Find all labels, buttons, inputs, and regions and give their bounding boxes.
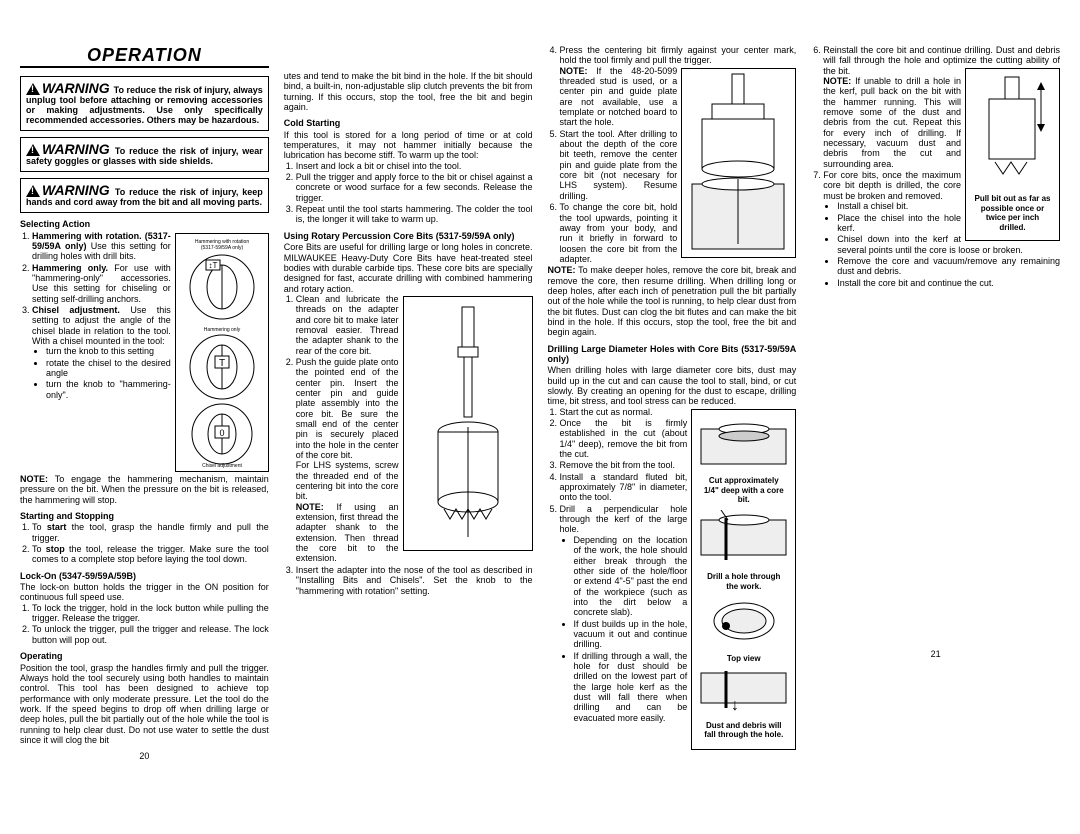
rot-intro: Core Bits are useful for drilling large … [284,242,533,294]
cold2: Pull the trigger and apply force to the … [296,172,533,203]
page-21: 21 [811,649,1060,659]
warning-2: WARNING To reduce the risk of injury, we… [20,137,269,172]
sa-note: NOTE: To engage the hammering mechanism,… [20,474,269,505]
svg-text:↕T: ↕T [208,261,217,270]
press-diagram [681,68,796,258]
col-2: utes and tend to make the bit bind in th… [284,45,533,762]
c4-7d: Remove the core and vacuum/remove any re… [837,256,1060,277]
c2-top: utes and tend to make the bit bind in th… [284,71,533,112]
rot3: Insert the adapter into the nose of the … [296,565,533,596]
svg-text:Chisel adjustment: Chisel adjustment [202,463,242,469]
h-selecting-action: Selecting Action [20,219,269,229]
lo0: The lock-on button holds the trigger in … [20,582,269,603]
warning-1: WARNING To reduce the risk of injury, al… [20,76,269,131]
warning-icon [26,144,40,156]
warning-icon [26,185,40,197]
col-4: Reinstall the core bit and continue dril… [811,45,1060,762]
c4-6: Reinstall the core bit and continue dril… [823,45,1060,169]
pull-bit-diagram: Pull bit out as far as possible once or … [965,68,1060,242]
title: OPERATION [20,45,269,68]
svg-text:(5317-59/59A only): (5317-59/59A only) [201,245,244,251]
c4-7e: Install the core bit and continue the cu… [837,278,1060,288]
oper-body: Position the tool, grasp the handles fir… [20,663,269,746]
svg-text:↓: ↓ [731,697,739,713]
svg-text:Hammering only: Hammering only [204,327,241,333]
h-cold: Cold Starting [284,118,533,128]
lo2: To unlock the trigger, pull the trigger … [32,624,269,645]
col-3: Press the centering bit firmly against y… [548,45,797,762]
h-lockon: Lock-On (5347-59/59A/59B) [20,571,269,581]
sa3-bold: Chisel adjustment. [32,305,120,315]
page-20: 20 [20,751,269,761]
fig-cut: Cut approximately 1/4" deep with a core … [696,471,791,510]
mode-selector-diagram: Hammering with rotation (5317-59/59A onl… [175,233,269,472]
large-hole-diagram: Cut approximately 1/4" deep with a core … [691,409,796,750]
warning-3: WARNING To reduce the risk of injury, ke… [20,178,269,213]
h-large: Drilling Large Diameter Holes with Core … [548,344,797,365]
lg-intro: When drilling holes with large diameter … [548,365,797,406]
ss1: To start the tool, grasp the handle firm… [32,522,269,543]
page-spread: OPERATION WARNING To reduce the risk of … [20,45,1060,762]
cold3: Repeat until the tool starts hammering. … [296,204,533,225]
c3-noteb: NOTE: To make deeper holes, remove the c… [548,265,797,337]
svg-text:0: 0 [219,428,224,438]
h-operating: Operating [20,651,269,661]
h-rotary: Using Rotary Percussion Core Bits (5317-… [284,231,533,241]
lo1: To lock the trigger, hold in the lock bu… [32,603,269,624]
c3-4: Press the centering bit firmly against y… [560,45,797,128]
core-bit-diagram [403,296,533,551]
svg-text:T: T [219,358,225,369]
col-1: OPERATION WARNING To reduce the risk of … [20,45,269,762]
fig-pull: Pull bit out as far as possible once or … [969,189,1056,237]
fig-drill: Drill a hole through the work. [696,567,791,596]
warning-icon [26,83,40,95]
fig-topview: Top view [696,649,791,669]
fig-dust: Dust and debris will fall through the ho… [696,716,791,745]
cold-intro: If this tool is stored for a long period… [284,130,533,161]
sa2-bold: Hammering only. [32,263,108,273]
h-start-stop: Starting and Stopping [20,511,269,521]
cold1: Insert and lock a bit or chisel into the… [296,161,533,171]
ss2: To stop the tool, release the trigger. M… [32,544,269,565]
